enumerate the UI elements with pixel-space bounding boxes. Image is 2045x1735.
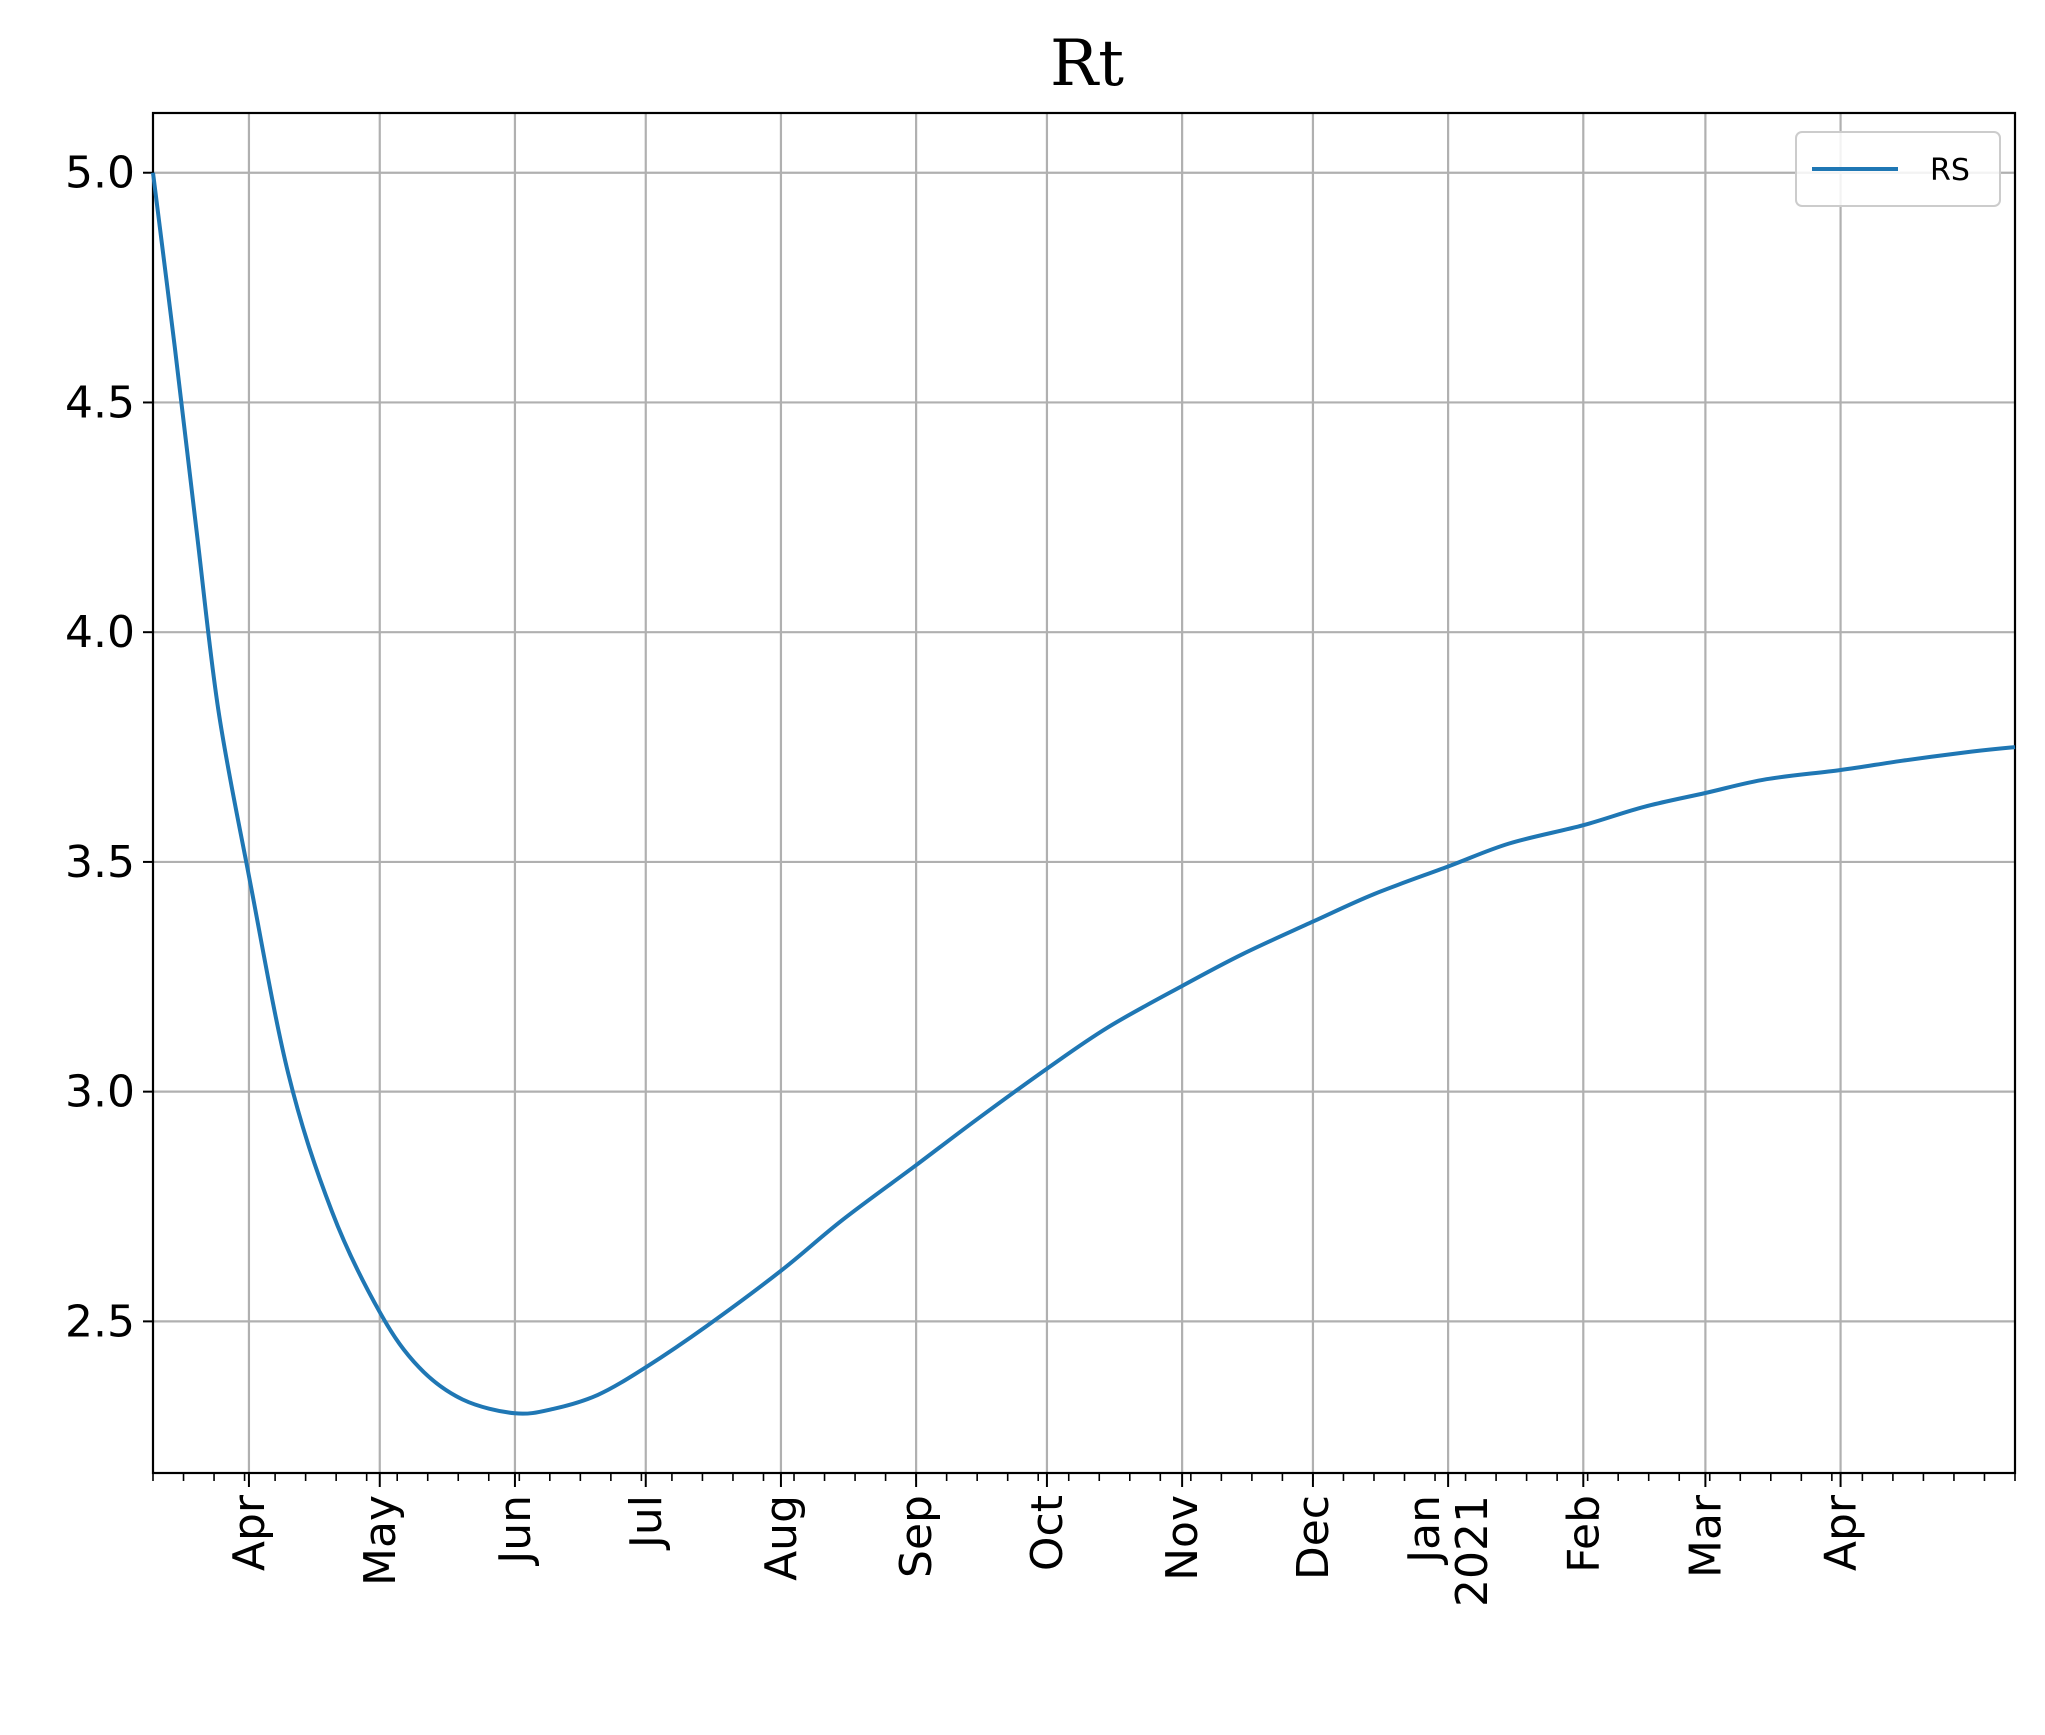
x-tick-label: Jul bbox=[621, 1495, 672, 1551]
x-tick-label: Nov bbox=[1157, 1495, 1208, 1581]
x-tick-label-group: Apr bbox=[1816, 1494, 1867, 1571]
series-layer bbox=[151, 172, 2016, 1416]
x-tick-label: Oct bbox=[1022, 1495, 1073, 1571]
y-tick-label: 2.5 bbox=[65, 1296, 135, 1347]
axes-border bbox=[151, 111, 2017, 1475]
x-tick-label-group: Nov bbox=[1157, 1495, 1208, 1581]
y-tick-label: 4.5 bbox=[65, 377, 135, 428]
y-axis: 2.5 3.0 3.5 4.0 4.5 5.0 bbox=[65, 148, 153, 1347]
x-tick-label-group: Apr bbox=[224, 1494, 275, 1571]
x-tick-label: Feb bbox=[1558, 1495, 1609, 1573]
x-tick-label: Sep bbox=[891, 1495, 942, 1578]
axes-frame bbox=[151, 111, 2017, 1475]
x-tick-label-group: Aug bbox=[756, 1495, 807, 1581]
chart-title: Rt bbox=[1050, 27, 1124, 101]
x-tick-label-group: Sep bbox=[891, 1495, 942, 1578]
x-tick-label: May bbox=[355, 1495, 406, 1586]
x-tick-label: Mar bbox=[1680, 1494, 1731, 1578]
x-tick-label: 2021 bbox=[1447, 1495, 1498, 1607]
x-tick-label: Jun bbox=[490, 1495, 541, 1567]
x-tick-label-group: Jul bbox=[621, 1495, 672, 1551]
x-tick-label: Apr bbox=[224, 1494, 275, 1571]
legend: RS bbox=[1795, 131, 2001, 207]
series-line-rs bbox=[151, 172, 2016, 1416]
x-tick-label-group: Mar bbox=[1680, 1494, 1731, 1578]
x-tick-label-group: May bbox=[355, 1495, 406, 1586]
x-tick-label-group: Dec bbox=[1288, 1495, 1339, 1580]
x-tick-label-group: Jun bbox=[490, 1495, 541, 1567]
y-tick-label: 3.5 bbox=[65, 837, 135, 888]
x-tick-label-group: Oct bbox=[1022, 1495, 1073, 1571]
y-tick-label: 5.0 bbox=[65, 148, 135, 199]
legend-label: RS bbox=[1930, 153, 1970, 188]
x-tick-label: Apr bbox=[1816, 1494, 1867, 1571]
x-tick-label: Jan bbox=[1399, 1495, 1450, 1566]
x-tick-label: Dec bbox=[1288, 1495, 1339, 1580]
y-tick-label: 3.0 bbox=[65, 1067, 135, 1118]
x-tick-label: Aug bbox=[756, 1495, 807, 1581]
y-tick-label: 4.0 bbox=[65, 607, 135, 658]
x-tick-label-group: Feb bbox=[1558, 1495, 1609, 1573]
